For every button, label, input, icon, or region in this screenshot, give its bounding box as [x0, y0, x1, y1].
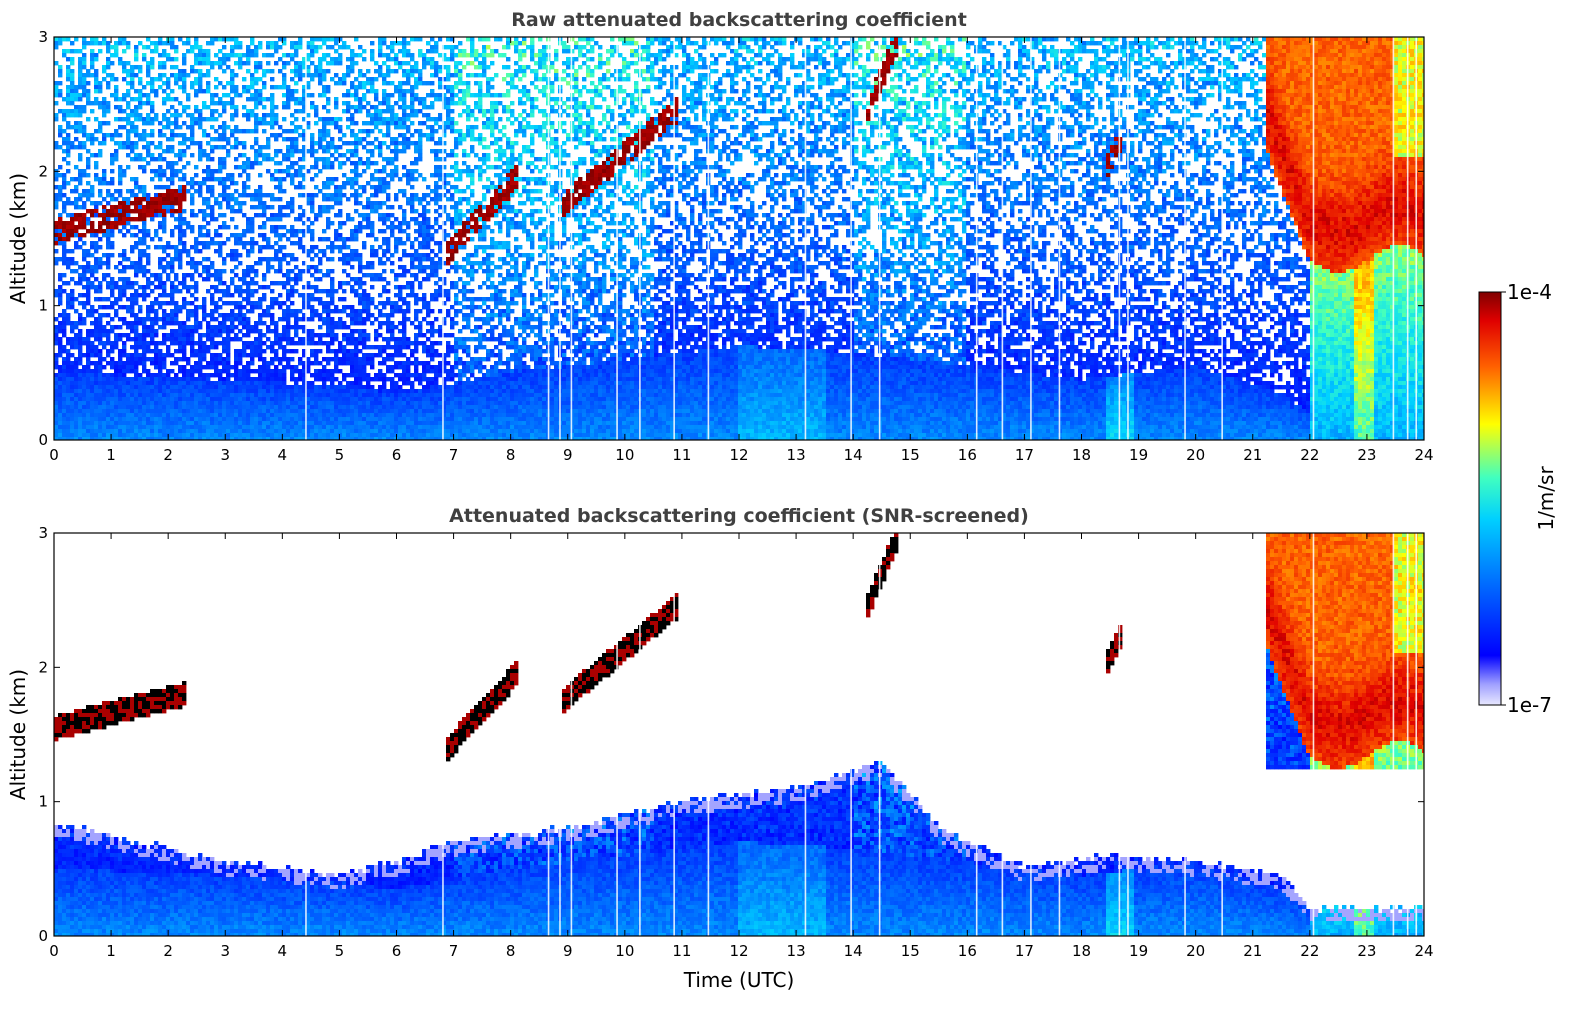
raw-x-tick-label: 21	[1243, 446, 1262, 464]
raw-x-tick-label: 22	[1300, 446, 1319, 464]
x-axis-label: Time (UTC)	[683, 968, 795, 992]
raw-y-tick-label: 2	[38, 162, 48, 180]
raw-x-tick-label: 13	[787, 446, 806, 464]
screened-y-tick-label: 2	[38, 658, 48, 676]
raw-x-tick-label: 4	[278, 446, 288, 464]
raw-y-tick-label: 0	[38, 431, 48, 449]
raw-x-tick-label: 1	[106, 446, 116, 464]
colorbar-max-label: 1e-4	[1507, 280, 1552, 304]
screened-heatmap	[54, 533, 1424, 936]
raw-x-tick-label: 20	[1186, 446, 1205, 464]
colorbar-gradient	[1478, 291, 1502, 706]
screened-x-tick-label: 18	[1072, 942, 1091, 960]
screened-x-tick-label: 22	[1300, 942, 1319, 960]
screened-x-tick-label: 1	[106, 942, 116, 960]
screened-x-tick-label: 3	[220, 942, 230, 960]
screened-x-tick-label: 20	[1186, 942, 1205, 960]
screened-x-tick-label: 0	[49, 942, 59, 960]
raw-x-tick-label: 5	[335, 446, 345, 464]
screened-x-tick-label: 19	[1129, 942, 1148, 960]
raw-x-tick-label: 18	[1072, 446, 1091, 464]
raw-x-tick-label: 15	[901, 446, 920, 464]
raw-x-tick-label: 6	[392, 446, 402, 464]
screened-y-tick-label: 1	[38, 793, 48, 811]
screened-x-tick-label: 13	[787, 942, 806, 960]
raw-x-tick-label: 17	[1015, 446, 1034, 464]
raw-panel-title: Raw attenuated backscattering coefficien…	[511, 9, 967, 31]
raw-backscatter-panel: Raw attenuated backscattering coefficien…	[6, 9, 1434, 464]
raw-x-tick-label: 8	[506, 446, 516, 464]
screened-x-tick-label: 4	[278, 942, 288, 960]
raw-x-tick-label: 14	[844, 446, 863, 464]
raw-x-tick-label: 0	[49, 446, 59, 464]
screened-x-tick-label: 10	[615, 942, 634, 960]
raw-x-tick-label: 12	[729, 446, 748, 464]
screened-x-tick-label: 2	[163, 942, 173, 960]
screened-x-tick-label: 17	[1015, 942, 1034, 960]
screened-x-tick-label: 23	[1357, 942, 1376, 960]
raw-x-tick-label: 19	[1129, 446, 1148, 464]
screened-x-tick-label: 7	[449, 942, 459, 960]
screened-panel-title: Attenuated backscattering coefficient (S…	[449, 505, 1029, 527]
raw-x-tick-label: 9	[563, 446, 573, 464]
raw-x-tick-label: 3	[220, 446, 230, 464]
screened-x-tick-label: 16	[958, 942, 977, 960]
screened-x-tick-label: 6	[392, 942, 402, 960]
screened-y-tick-label: 3	[38, 524, 48, 542]
raw-y-axis-label: Altitude (km)	[6, 173, 30, 304]
screened-x-tick-label: 5	[335, 942, 345, 960]
screened-x-tick-label: 11	[672, 942, 691, 960]
raw-x-tick-label: 24	[1414, 446, 1433, 464]
screened-x-tick-label: 12	[729, 942, 748, 960]
raw-x-tick-label: 7	[449, 446, 459, 464]
snr-screened-panel: Attenuated backscattering coefficient (S…	[6, 505, 1434, 992]
screened-axis-ticks: 0 1 2 3 4 5 6 7 8 9 10 11 12 13 14 15 16 17 18 19 20 21 22 23 24…	[38, 524, 1433, 960]
screened-x-tick-label: 9	[563, 942, 573, 960]
screened-x-tick-label: 24	[1414, 942, 1433, 960]
screened-x-tick-label: 21	[1243, 942, 1262, 960]
raw-x-tick-label: 10	[615, 446, 634, 464]
raw-x-tick-label: 2	[163, 446, 173, 464]
colorbar-min-label: 1e-7	[1507, 693, 1552, 717]
screened-x-tick-label: 8	[506, 942, 516, 960]
raw-y-tick-label: 1	[38, 297, 48, 315]
screened-y-axis-label: Altitude (km)	[6, 669, 30, 800]
raw-heatmap	[54, 37, 1424, 440]
raw-x-tick-label: 23	[1357, 446, 1376, 464]
screened-x-tick-label: 14	[844, 942, 863, 960]
raw-axis-ticks: 0 1 2 3 4 5 6 7 8 9 10 11 12 13 14 15 16 17 18 19 20 21 22 23 24…	[38, 28, 1433, 464]
raw-y-tick-label: 3	[38, 28, 48, 46]
raw-x-tick-label: 16	[958, 446, 977, 464]
colorbar-unit-label: 1/m/sr	[1534, 466, 1558, 531]
colorbar: 1e-4 1e-7 1/m/sr	[1478, 280, 1558, 717]
screened-x-tick-label: 15	[901, 942, 920, 960]
raw-x-tick-label: 11	[672, 446, 691, 464]
screened-y-tick-label: 0	[38, 927, 48, 945]
